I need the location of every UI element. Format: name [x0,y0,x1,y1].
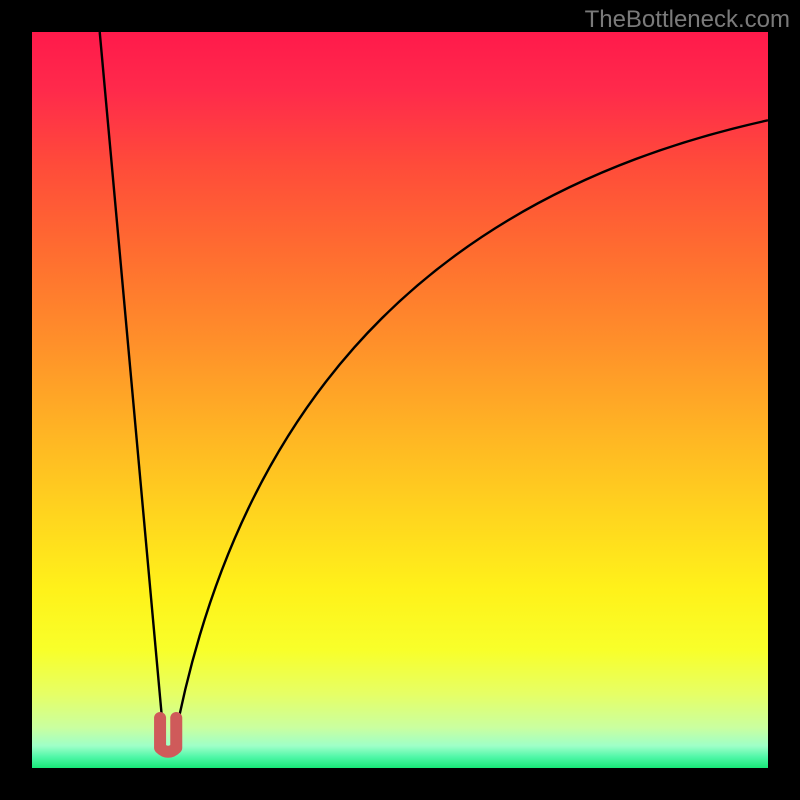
minimum-marker [160,718,176,752]
watermark-text: TheBottleneck.com [585,6,790,34]
curve-right-branch [173,120,768,746]
plot-area [32,32,768,768]
curve-layer [32,32,768,768]
curve-left-branch [100,32,165,746]
chart-container: TheBottleneck.com [0,0,800,800]
